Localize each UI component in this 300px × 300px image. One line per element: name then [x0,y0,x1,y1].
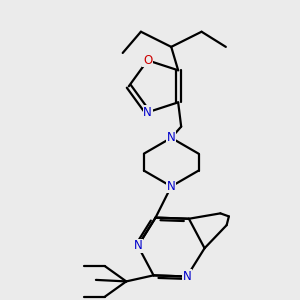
Text: N: N [143,106,152,119]
Text: N: N [167,131,176,144]
Text: N: N [134,239,142,252]
Text: O: O [143,54,152,67]
Text: N: N [167,180,176,193]
Text: N: N [182,270,191,283]
